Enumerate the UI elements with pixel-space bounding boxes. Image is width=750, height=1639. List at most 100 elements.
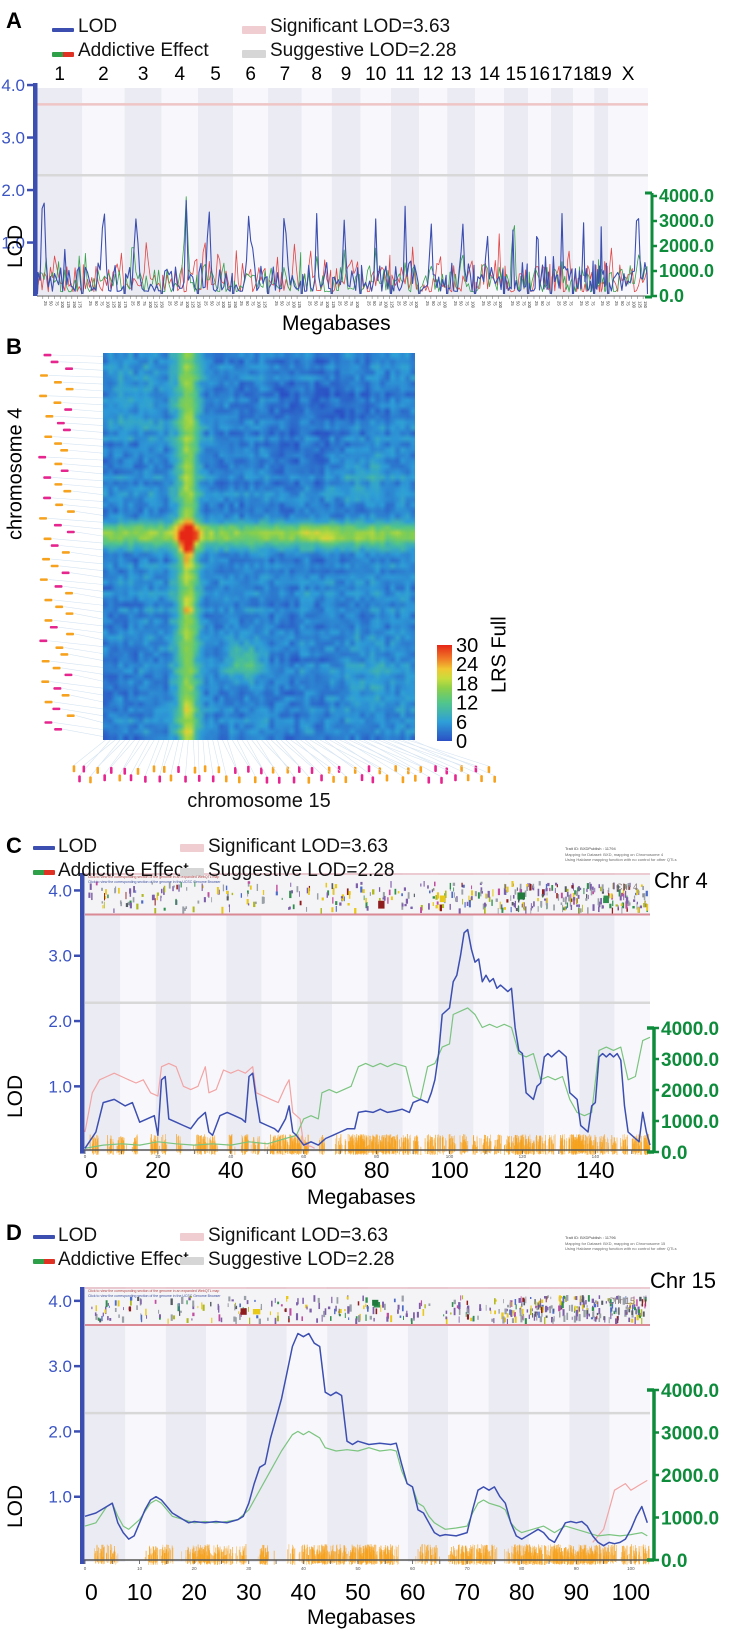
svg-text:90: 90 [564, 1579, 590, 1605]
svg-text:18: 18 [573, 64, 594, 85]
svg-text:25: 25 [43, 301, 48, 306]
legend-lod-label: LOD [58, 836, 98, 857]
marker-tick [136, 767, 140, 775]
svg-text:75: 75 [100, 301, 105, 306]
marker-tick [54, 585, 63, 588]
svg-text:25: 25 [510, 301, 515, 306]
marker-tick [39, 578, 48, 581]
svg-text:10: 10 [137, 1566, 143, 1571]
strip-link-ucsc[interactable]: Click to view the corresponding section … [88, 1294, 221, 1298]
svg-text:17: 17 [551, 64, 572, 85]
marker-tick [371, 776, 375, 784]
svg-text:10: 10 [127, 1579, 153, 1605]
trait-id-line: Trait ID: BXDPublish : 11796 [565, 1235, 616, 1240]
svg-text:100: 100 [148, 301, 153, 309]
strip-link-ucsc[interactable]: Click to view the corresponding section … [88, 880, 221, 884]
svg-text:4.0: 4.0 [48, 1292, 72, 1311]
svg-text:80: 80 [509, 1579, 535, 1605]
svg-text:100: 100 [612, 1579, 650, 1605]
svg-text:75: 75 [492, 301, 497, 306]
marker-tick [63, 489, 72, 493]
svg-text:50: 50 [245, 301, 250, 306]
svg-text:2000.0: 2000.0 [661, 1466, 719, 1487]
strip-link-webqtl[interactable]: Click to view the corresponding section … [88, 1289, 220, 1293]
svg-text:25: 25 [600, 301, 605, 306]
svg-text:14: 14 [479, 64, 501, 85]
mb-band [327, 1287, 368, 1562]
svg-text:125: 125 [111, 301, 116, 309]
lod-curve [572, 222, 595, 295]
marker-tick [44, 435, 53, 439]
additive-negative-curve [268, 243, 302, 295]
svg-text:4000.0: 4000.0 [661, 1019, 719, 1040]
marker-tick [445, 767, 449, 775]
svg-text:140: 140 [592, 1154, 600, 1159]
marker-tick [480, 775, 483, 783]
strip-link-webqtl[interactable]: Click to view the corresponding section … [88, 875, 220, 879]
svg-text:125: 125 [297, 301, 302, 309]
svg-text:20: 20 [181, 1579, 207, 1605]
svg-text:75: 75 [590, 301, 595, 306]
marker-tick [53, 523, 62, 527]
svg-text:50: 50 [173, 301, 178, 306]
heatmap-x-axis-label: chromosome 15 [187, 790, 331, 812]
lod-curve [503, 229, 529, 295]
marker-tick [310, 766, 314, 774]
lod-swatch [33, 1235, 55, 1239]
lod-curve [124, 218, 162, 295]
svg-text:100: 100 [442, 301, 447, 309]
panel-d-plot: 0 0 10 10 20 20 30 30 40 40 50 50 60 60 70 70 80 80 90 90 10… [48, 1287, 719, 1605]
marker-tick [203, 765, 207, 773]
svg-text:100: 100 [256, 301, 261, 309]
svg-text:120: 120 [503, 1157, 541, 1183]
marker-tick [52, 707, 61, 711]
additive-negative-curve [592, 1479, 648, 1543]
chromosome-band [572, 88, 595, 295]
svg-text:18: 18 [456, 673, 478, 695]
lod-curve [84, 1332, 649, 1547]
chr4-small-label: Chr 4 [615, 882, 638, 892]
panel-c-letter: C [6, 833, 22, 858]
legend-lod-label: LOD [78, 16, 118, 37]
svg-text:150: 150 [197, 301, 202, 309]
svg-text:3000.0: 3000.0 [661, 1050, 719, 1071]
svg-text:0: 0 [84, 1154, 87, 1159]
svg-text:60: 60 [301, 1154, 307, 1159]
svg-text:50: 50 [313, 301, 318, 306]
svg-text:5: 5 [210, 64, 221, 85]
chromosome-band [197, 88, 234, 295]
panel-a-letter: A [6, 8, 22, 33]
additive-positive-curve [161, 196, 198, 295]
chromosome-band [161, 88, 198, 295]
marker-tick [64, 673, 73, 677]
svg-text:3.0: 3.0 [48, 1357, 72, 1376]
additive-positive-curve [608, 254, 648, 295]
chromosome-band [233, 88, 269, 295]
svg-text:50: 50 [136, 301, 141, 306]
marker-tick [56, 421, 65, 425]
marker-tick [66, 714, 75, 717]
mb-band [190, 873, 227, 1152]
lod-axis [80, 1287, 85, 1564]
svg-text:40: 40 [301, 1566, 307, 1571]
svg-text:8: 8 [311, 64, 322, 85]
svg-text:1: 1 [54, 64, 65, 85]
marker-tick [253, 776, 257, 784]
marker-tick [53, 687, 62, 690]
chromosome-band [82, 88, 125, 295]
svg-text:25: 25 [425, 301, 430, 306]
marker-tick [211, 775, 215, 783]
svg-text:100: 100 [355, 301, 360, 309]
marker-tick [43, 537, 52, 541]
lod-curve [331, 219, 361, 295]
megabases-label-c: Megabases [307, 1186, 416, 1209]
marker-tick [378, 767, 382, 775]
mb-band [569, 1287, 610, 1562]
marker-tick [60, 449, 69, 452]
svg-text:75: 75 [251, 301, 256, 306]
mb-band [206, 1287, 247, 1562]
svg-text:6: 6 [456, 712, 467, 734]
trait-dataset-line: Mapping for Dataset: BXD, mapping on Chr… [565, 851, 664, 857]
marker-tick [65, 387, 74, 391]
marker-tick [96, 766, 100, 774]
